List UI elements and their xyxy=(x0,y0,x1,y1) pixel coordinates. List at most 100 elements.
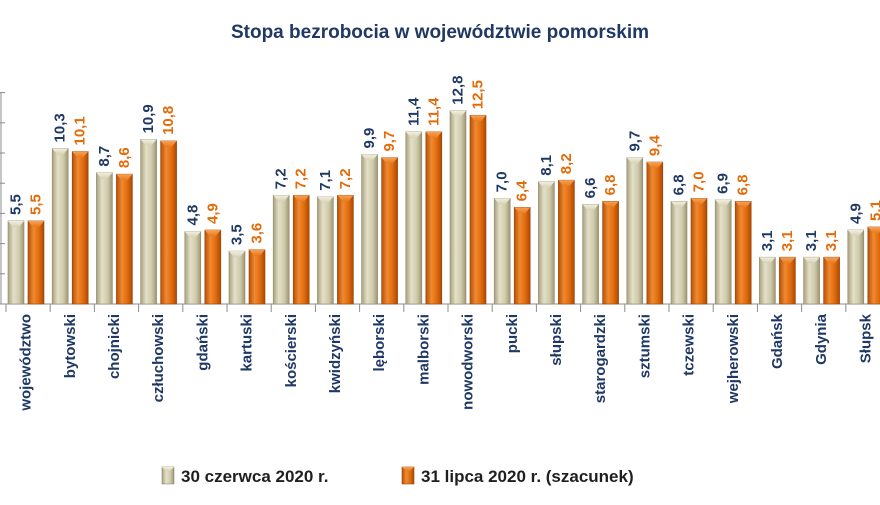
x-tick-label: kwidzyński xyxy=(327,314,344,393)
data-label-series-1: 9,9 xyxy=(361,128,378,149)
bar-series-1 xyxy=(759,256,776,305)
data-label-series-1: 4,8 xyxy=(184,205,201,226)
data-label-series-1: 4,9 xyxy=(847,203,864,224)
bar-series-2 xyxy=(779,256,796,305)
data-label-series-2: 3,1 xyxy=(823,230,840,251)
bar-series-2-bevel xyxy=(779,257,796,264)
bar-series-2-bevel xyxy=(867,226,880,233)
data-label-series-2: 5,5 xyxy=(28,194,45,215)
bar-series-2 xyxy=(116,173,133,305)
x-tick-label: Słupsk xyxy=(857,313,874,363)
bar-series-2-body xyxy=(469,114,487,305)
bar-series-1-bevel xyxy=(273,195,290,202)
x-tick-label: starogardzki xyxy=(592,314,609,403)
bar-series-1 xyxy=(361,154,378,305)
bar-series-1-body xyxy=(759,256,776,305)
legend: 30 czerwca 2020 r. 31 lipca 2020 r. (sza… xyxy=(161,466,634,486)
x-tick-label: chojnicki xyxy=(106,314,123,379)
bar-series-1 xyxy=(493,198,511,305)
bar-series-2-body xyxy=(734,201,752,305)
data-label-series-1: 3,1 xyxy=(803,230,820,251)
data-label-series-2: 3,6 xyxy=(249,223,266,244)
bar-series-1-body xyxy=(7,220,25,305)
bar-series-2 xyxy=(823,256,840,305)
chart-title: Stopa bezrobocia w województwie pomorski… xyxy=(231,22,649,43)
bar-series-2 xyxy=(690,198,708,305)
bar-series-2-body xyxy=(867,226,880,305)
bar-series-2 xyxy=(248,249,266,305)
data-label-series-2: 8,2 xyxy=(558,153,575,174)
data-label-series-1: 3,5 xyxy=(229,224,246,245)
data-label-series-2: 12,5 xyxy=(470,80,487,109)
bar-series-1-bevel xyxy=(494,198,511,205)
data-label-series-2: 8,6 xyxy=(116,147,133,168)
bar-series-2-body xyxy=(513,207,531,305)
data-label-series-2: 10,8 xyxy=(160,106,177,135)
bar-series-2-body xyxy=(116,173,133,305)
bar-series-2-bevel xyxy=(116,174,133,181)
bar-series-1-bevel xyxy=(803,257,820,264)
data-label-series-2: 7,2 xyxy=(293,168,310,189)
bar-series-1 xyxy=(449,110,467,305)
data-label-series-1: 8,7 xyxy=(96,146,113,167)
bar-series-1-body xyxy=(96,172,113,305)
data-label-series-1: 12,8 xyxy=(450,76,467,105)
bar-series-2-body xyxy=(646,161,664,305)
bar-series-2-bevel xyxy=(470,115,486,122)
bar-series-1-body xyxy=(538,181,555,305)
bar-series-2-bevel xyxy=(691,198,707,205)
x-tick-label: kartuski xyxy=(239,314,256,372)
bar-series-1-bevel xyxy=(671,201,687,208)
bar-series-2-bevel xyxy=(72,151,89,158)
bar-series-2-bevel xyxy=(602,201,619,208)
bar-series-2-body xyxy=(248,249,266,305)
x-tick-labels-group: województwo bytowski chojnicki człuchowski g… xyxy=(18,313,875,411)
value-labels-group: 5,5 5,510,3 10,18,7 8,610,9 10,84,8 4,93,5 3,6… xyxy=(8,76,880,252)
bar-series-1-body xyxy=(184,231,202,305)
data-label-series-1: 6,8 xyxy=(671,174,688,195)
x-tick-label: województwo xyxy=(18,314,35,412)
data-label-series-1: 6,6 xyxy=(582,177,599,198)
bar-series-1-bevel xyxy=(361,154,378,161)
bar-series-2-bevel xyxy=(293,195,310,202)
bar-series-1-body xyxy=(361,154,378,305)
bar-series-2-body xyxy=(558,179,575,305)
data-label-series-2: 10,1 xyxy=(72,116,89,145)
legend-item-series-1: 30 czerwca 2020 r. xyxy=(161,466,328,486)
bar-series-1-bevel xyxy=(8,220,24,227)
data-label-series-2: 6,8 xyxy=(602,174,619,195)
bar-series-1-bevel xyxy=(317,196,334,203)
data-label-series-2: 6,4 xyxy=(514,180,531,202)
x-tick-label: malborski xyxy=(415,314,432,385)
bar-series-2-bevel xyxy=(204,230,221,237)
data-label-series-1: 11,4 xyxy=(405,97,422,126)
bar-series-2-body xyxy=(337,194,354,305)
bar-series-2-bevel xyxy=(160,140,177,147)
bar-series-1 xyxy=(228,250,246,305)
x-tick-label: lęborski xyxy=(371,314,388,372)
bar-series-2 xyxy=(558,179,575,305)
bar-series-2 xyxy=(71,151,89,305)
bar-series-2-body xyxy=(823,256,840,305)
x-tick-label: sztumski xyxy=(636,314,653,378)
bar-series-1-body xyxy=(803,256,820,305)
x-tick-label: Gdańsk xyxy=(769,313,786,369)
data-label-series-1: 7,0 xyxy=(494,171,511,192)
bar-series-1-body xyxy=(582,204,599,305)
bar-series-1 xyxy=(405,131,423,305)
x-tick-label: bytowski xyxy=(62,314,79,378)
x-tick-label: nowodworski xyxy=(460,314,477,410)
bar-series-2-bevel xyxy=(381,157,398,164)
bar-series-1-bevel xyxy=(847,230,864,237)
bar-series-1-bevel xyxy=(538,181,555,188)
data-label-series-2: 4,9 xyxy=(204,203,221,224)
bar-series-2 xyxy=(513,207,531,305)
data-label-series-2: 6,8 xyxy=(735,174,752,195)
bar-series-2-bevel xyxy=(337,195,354,202)
bar-series-2-body xyxy=(779,256,796,305)
bar-series-1-body xyxy=(449,110,467,305)
bar-series-1-body xyxy=(272,194,290,305)
legend-swatch-top-series-1 xyxy=(162,467,174,471)
bar-series-1 xyxy=(803,256,820,305)
legend-swatch-top-series-2 xyxy=(402,467,414,471)
